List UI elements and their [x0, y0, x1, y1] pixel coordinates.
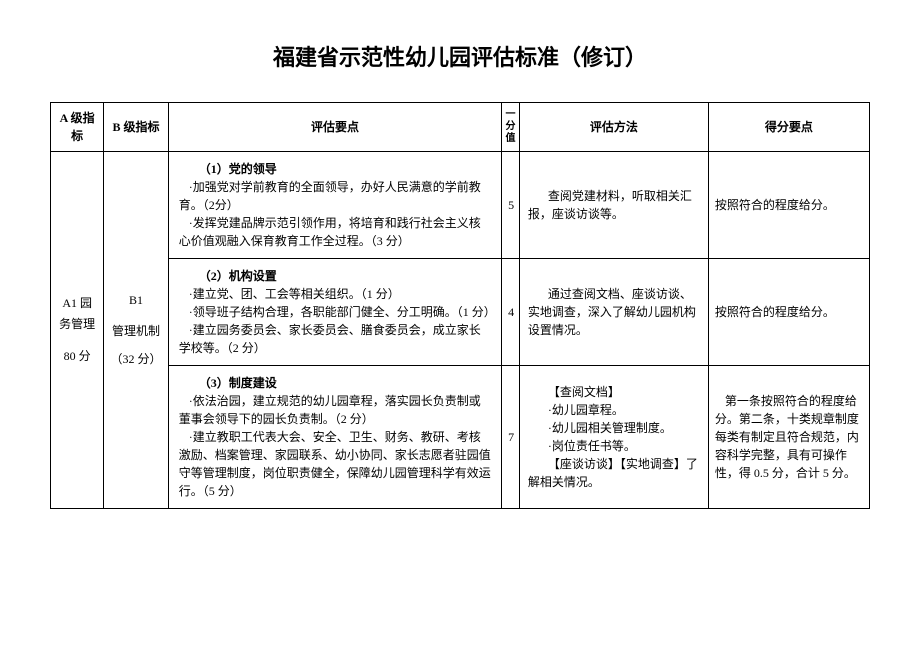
cell-a: A1 园务管理 80 分	[51, 152, 104, 509]
score-cell: 5	[502, 152, 520, 259]
scoring-cell: 第一条按照符合的程度给分。第二条，十类规章制度每类有制定且符合规范，内容科学完整…	[708, 366, 869, 509]
criteria-header: （3）制度建设	[199, 374, 491, 392]
method-line: ·幼儿园章程。	[528, 401, 700, 419]
method-cell: 【查阅文档】 ·幼儿园章程。 ·幼儿园相关管理制度。 ·岗位责任书等。 【座谈访…	[519, 366, 708, 509]
criteria-item: ·领导班子结构合理，各职能部门健全、分工明确。（1 分）	[179, 303, 491, 321]
scoring-cell: 按照符合的程度给分。	[708, 152, 869, 259]
method-line: 【查阅文档】	[528, 383, 700, 401]
b-score: （32 分）	[110, 349, 161, 371]
criteria-header: （2）机构设置	[199, 267, 491, 285]
header-criteria: 评估要点	[168, 103, 501, 152]
method-line: 【座谈访谈】【实地调查】了解相关情况。	[528, 455, 700, 491]
criteria-item: ·建立园务委员会、家长委员会、膳食委员会，成立家长学校等。（2 分）	[179, 321, 491, 357]
b-label: B1	[110, 290, 161, 312]
a-label: A1 园务管理	[57, 293, 97, 336]
method-line: ·幼儿园相关管理制度。	[528, 419, 700, 437]
evaluation-table: A 级指标 B 级指标 评估要点 一分值 评估方法 得分要点 A1 园务管理 8…	[50, 102, 870, 509]
criteria-cell-2: （2）机构设置 ·建立党、团、工会等相关组织。（1 分） ·领导班子结构合理，各…	[168, 259, 501, 366]
header-b: B 级指标	[104, 103, 168, 152]
method-cell: 查阅党建材料，听取相关汇报，座谈访谈等。	[519, 152, 708, 259]
criteria-item: ·加强党对学前教育的全面领导，办好人民满意的学前教育。（2分）	[179, 178, 491, 214]
criteria-header: （1）党的领导	[199, 160, 491, 178]
method-line: ·岗位责任书等。	[528, 437, 700, 455]
table-row: （2）机构设置 ·建立党、团、工会等相关组织。（1 分） ·领导班子结构合理，各…	[51, 259, 870, 366]
score-cell: 4	[502, 259, 520, 366]
header-scoring: 得分要点	[708, 103, 869, 152]
table-row: A1 园务管理 80 分 B1 管理机制 （32 分） （1）党的领导 ·加强党…	[51, 152, 870, 259]
b-sub: 管理机制	[110, 321, 161, 343]
scoring-cell: 按照符合的程度给分。	[708, 259, 869, 366]
method-cell: 通过查阅文档、座谈访谈、实地调查，深入了解幼儿园机构设置情况。	[519, 259, 708, 366]
criteria-cell-1: （1）党的领导 ·加强党对学前教育的全面领导，办好人民满意的学前教育。（2分） …	[168, 152, 501, 259]
score-cell: 7	[502, 366, 520, 509]
criteria-item: ·发挥党建品牌示范引领作用，将培育和践行社会主义核心价值观融入保育教育工作全过程…	[179, 214, 491, 250]
table-row: （3）制度建设 ·依法治园，建立规范的幼儿园章程，落实园长负责制或董事会领导下的…	[51, 366, 870, 509]
table-header-row: A 级指标 B 级指标 评估要点 一分值 评估方法 得分要点	[51, 103, 870, 152]
header-a: A 级指标	[51, 103, 104, 152]
header-score: 一分值	[502, 103, 520, 152]
criteria-item: ·依法治园，建立规范的幼儿园章程，落实园长负责制或董事会领导下的园长负责制。（2…	[179, 392, 491, 428]
cell-b: B1 管理机制 （32 分）	[104, 152, 168, 509]
criteria-item: ·建立党、团、工会等相关组织。（1 分）	[179, 285, 491, 303]
header-method: 评估方法	[519, 103, 708, 152]
a-score: 80 分	[57, 346, 97, 368]
criteria-item: ·建立教职工代表大会、安全、卫生、财务、教研、考核激励、档案管理、家园联系、幼小…	[179, 428, 491, 500]
page-title: 福建省示范性幼儿园评估标准（修订）	[50, 40, 870, 72]
criteria-cell-3: （3）制度建设 ·依法治园，建立规范的幼儿园章程，落实园长负责制或董事会领导下的…	[168, 366, 501, 509]
